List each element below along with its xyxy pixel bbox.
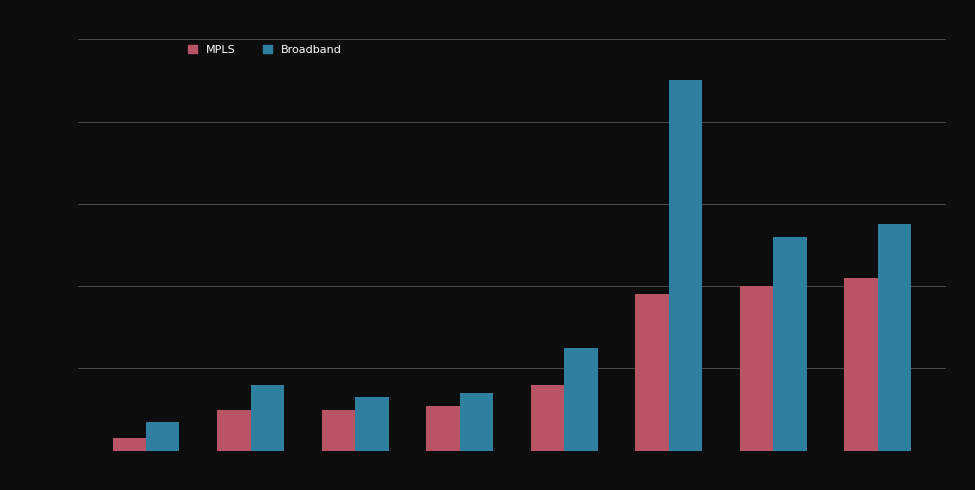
Bar — [322, 410, 355, 451]
Bar — [878, 224, 912, 451]
Bar — [112, 439, 146, 451]
Bar — [459, 393, 493, 451]
Bar — [251, 385, 284, 451]
Bar — [773, 237, 806, 451]
Bar — [565, 348, 598, 451]
Bar — [740, 286, 773, 451]
Bar — [217, 410, 251, 451]
Bar — [844, 278, 878, 451]
Legend: MPLS, Broadband: MPLS, Broadband — [187, 45, 341, 55]
Bar — [636, 294, 669, 451]
Bar — [530, 385, 565, 451]
Bar — [426, 406, 459, 451]
Bar — [355, 397, 388, 451]
Bar — [669, 80, 702, 451]
Bar — [146, 422, 179, 451]
